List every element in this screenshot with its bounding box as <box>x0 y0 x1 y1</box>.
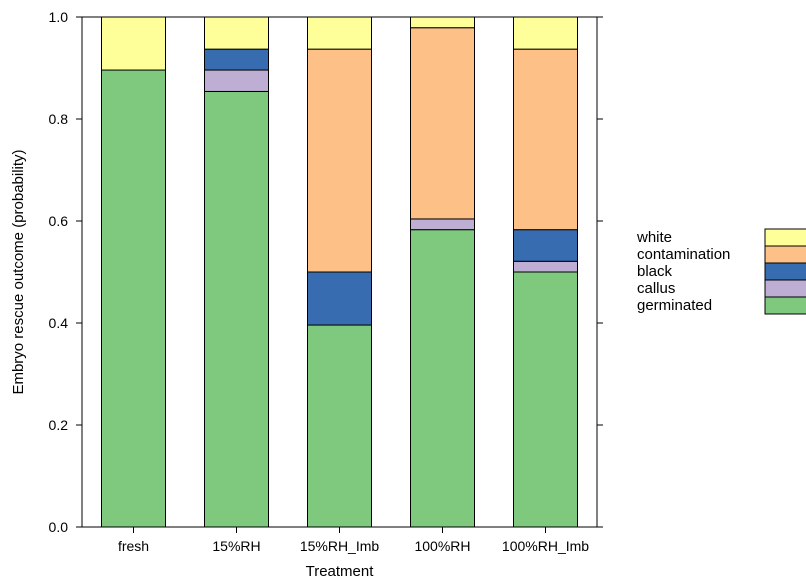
y-tick-label: 0.8 <box>49 111 69 127</box>
legend-label-white: white <box>636 229 672 246</box>
x-tick-label: fresh <box>118 538 149 554</box>
bar-white-2 <box>307 16 372 50</box>
bar-black-1 <box>204 48 269 71</box>
bar-germinated-4 <box>513 271 578 528</box>
y-tick-label: 0.6 <box>49 213 69 229</box>
bar-callus-4 <box>513 260 578 273</box>
bar-germinated-2 <box>307 324 372 528</box>
legend-swatch-callus <box>764 279 806 298</box>
x-tick-label: 100%RH <box>414 538 470 554</box>
y-tick-label: 0.4 <box>49 315 69 331</box>
legend-label-callus: callus <box>637 280 675 297</box>
bar-contamination-3 <box>410 27 475 220</box>
legend-swatch-black <box>764 262 806 281</box>
bars-group <box>101 16 578 528</box>
bar-callus-3 <box>410 218 475 231</box>
y-tick-label: 1.0 <box>49 9 69 25</box>
x-axis: fresh 15%RH 15%RH_Imb 100%RH 100%RH_Imb <box>118 527 589 554</box>
bar-germinated-3 <box>410 229 475 528</box>
bar-white-3 <box>410 16 475 29</box>
bar-germinated-0 <box>101 69 166 528</box>
legend-label-contamination: contamination <box>637 246 730 263</box>
bar-white-1 <box>204 16 269 50</box>
bar-contamination-2 <box>307 48 372 273</box>
legend-swatch-white <box>764 228 806 247</box>
x-tick-label: 15%RH <box>212 538 260 554</box>
legend-label-germinated: germinated <box>637 297 712 314</box>
x-tick-label: 15%RH_Imb <box>300 538 380 554</box>
legend-label-black: black <box>637 263 673 280</box>
legend-swatch-germinated <box>764 296 806 315</box>
bar-contamination-4 <box>513 48 578 231</box>
legend-swatch-contamination <box>764 245 806 264</box>
x-tick-label: 100%RH_Imb <box>502 538 589 554</box>
bar-callus-1 <box>204 69 269 92</box>
bar-black-2 <box>307 271 372 326</box>
y-tick-label: 0.0 <box>49 519 69 535</box>
bar-black-4 <box>513 229 578 262</box>
bar-white-0 <box>101 16 166 71</box>
bar-white-4 <box>513 16 578 50</box>
y-axis-title: Embryo rescue outcome (probability) <box>10 149 27 394</box>
bar-germinated-1 <box>204 90 269 528</box>
x-axis-title: Treatment <box>306 563 375 580</box>
y-tick-label: 0.2 <box>49 417 69 433</box>
y-axis: 0.0 0.2 0.4 0.6 0.8 1.0 <box>49 9 603 535</box>
